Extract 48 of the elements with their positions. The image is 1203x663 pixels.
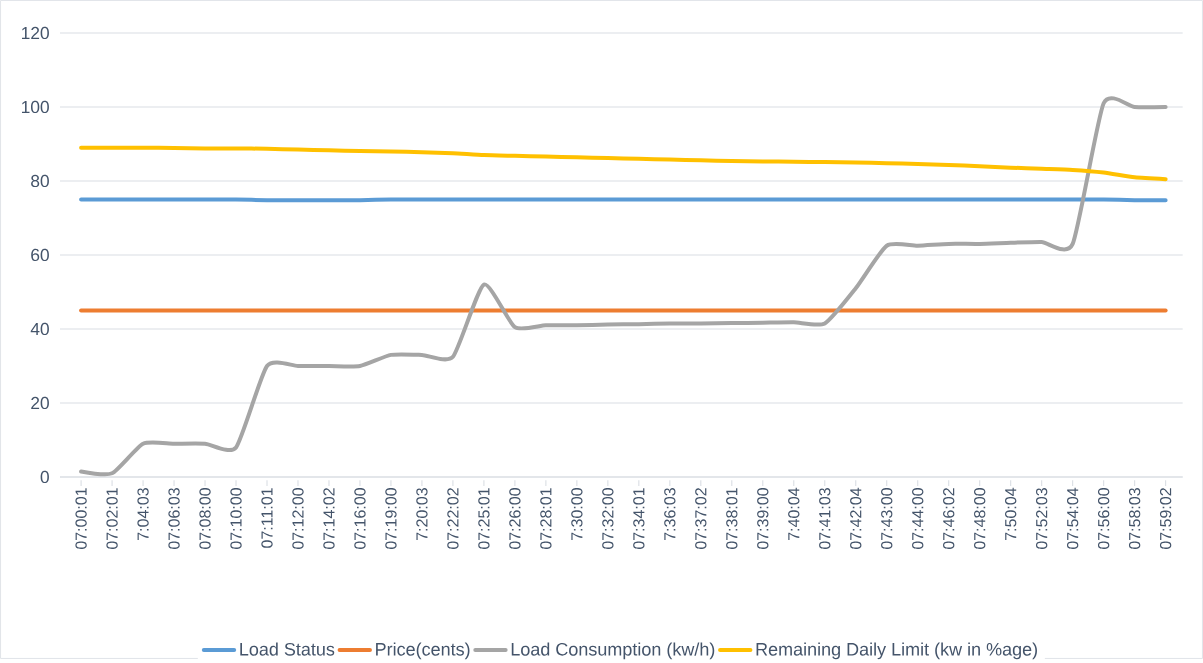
x-tick-label: 07:41:03 — [819, 488, 831, 550]
x-tick-label: 07:56:00 — [1097, 488, 1110, 550]
x-tick-label: 07:44:00 — [912, 488, 924, 550]
x-tick-label: 07:39:00 — [757, 488, 769, 550]
x-tick-label: 7:40:04 — [788, 487, 800, 541]
legend-label: Load Status — [240, 642, 335, 656]
y-tick-label: 40 — [30, 322, 49, 336]
x-tick-label: 07:48:00 — [974, 488, 986, 550]
x-tick-label: 07:52:03 — [1036, 488, 1048, 550]
x-tick-label: 07:08:00 — [199, 488, 211, 550]
x-tick-label: 7:30:00 — [571, 488, 583, 541]
x-tick-label: 07:37:02 — [695, 488, 707, 550]
x-tick-label: 7:04:03 — [137, 488, 149, 541]
x-tick-label: 07:38:01 — [726, 488, 738, 550]
x-tick-label: 07:59:02 — [1159, 488, 1172, 550]
x-tick-label: 07:28:01 — [540, 488, 552, 550]
x-tick-label: 7:20:03 — [416, 488, 428, 541]
x-tick-label: 07:22:02 — [447, 488, 459, 550]
y-tick-label: 80 — [31, 174, 49, 188]
x-tick-label: 7:50:04 — [1005, 487, 1017, 541]
x-tick-label: 07:42:04 — [850, 487, 862, 550]
x-tick-label: 07:32:00 — [602, 488, 614, 550]
x-tick-label: 07:02:01 — [106, 488, 118, 550]
x-tick-label: 7:36:03 — [664, 488, 676, 541]
x-tick-label: 07:12:00 — [292, 488, 304, 550]
line-series — [79, 145, 1168, 182]
x-tick-label: 07:25:01 — [478, 488, 490, 550]
y-tick-label: 0 — [40, 470, 49, 484]
x-tick-label: 07:19:00 — [385, 488, 397, 550]
x-tick-label: 07:58:03 — [1128, 488, 1141, 550]
y-tick-label: 100 — [22, 100, 49, 114]
legend-label: Price(cents) — [376, 642, 470, 660]
legend-label: Load Consumption (kw/h) — [511, 642, 715, 660]
x-tick-label: 07:16:00 — [354, 488, 366, 550]
x-tick-label: 07:43:00 — [881, 488, 893, 550]
x-tick-label: 07:11:01 — [261, 488, 273, 548]
legend-label: Remaining Daily Limit (kw in %age) — [756, 642, 1037, 660]
x-tick-label: 07:06:03 — [168, 488, 180, 550]
x-tick-label: 07:54:04 — [1067, 487, 1079, 550]
x-tick-label: 07:34:01 — [633, 488, 645, 550]
x-tick-label: 07:46:02 — [943, 488, 955, 550]
x-tick-label: 07:26:00 — [509, 488, 521, 550]
x-tick-label: 07:14:02 — [323, 488, 335, 550]
y-tick-label: 60 — [31, 248, 49, 262]
x-tick-label: 07:10:00 — [230, 488, 242, 550]
x-tick-label: 07:00:01 — [75, 488, 87, 550]
y-tick-label: 20 — [31, 396, 49, 410]
y-tick-label: 120 — [22, 26, 49, 40]
